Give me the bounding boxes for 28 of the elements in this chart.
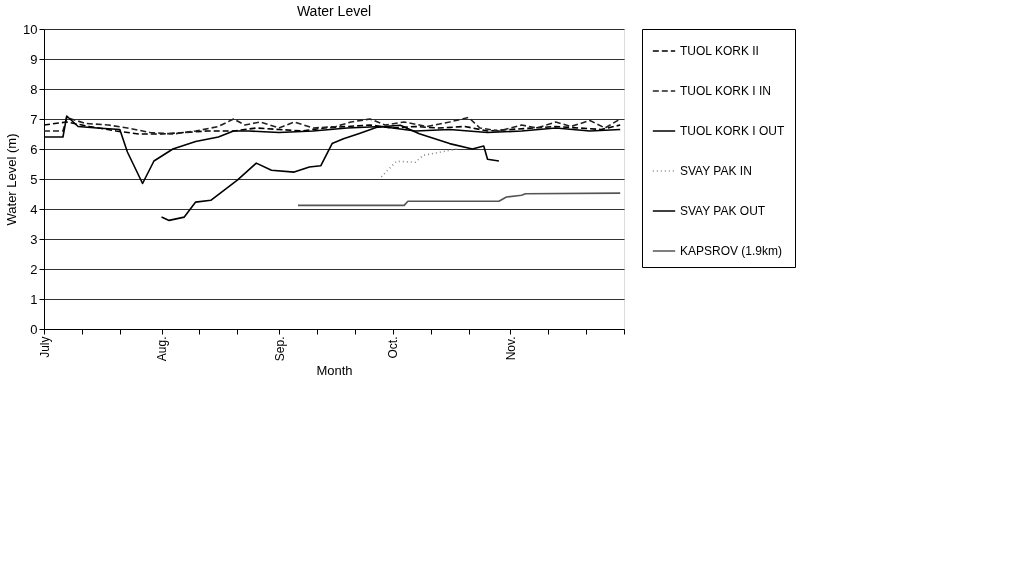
y-tick-label: 7 [30,111,38,127]
x-tick-label: Oct. [386,336,401,359]
y-tick-label: 10 [23,21,38,37]
y-tick-label: 4 [30,201,38,217]
legend-label: TUOL KORK I IN [680,84,771,98]
line-series [43,116,622,135]
legend-label: SVAY PAK IN [680,164,752,178]
y-tick-label: 3 [30,231,38,247]
y-tick-label: 9 [30,51,38,67]
legend-label: SVAY PAK OUT [680,204,766,218]
legend-label: TUOL KORK II [680,44,759,58]
y-tick-label: 1 [30,291,38,307]
x-tick-label: Nov. [503,336,518,361]
y-tick-label: 6 [30,141,38,157]
y-axis-title: Water Level (m) [4,133,20,226]
x-tick-label: Sep. [272,336,287,362]
chart-title: Water Level [296,3,372,19]
y-tick-label: 8 [30,81,38,97]
x-tick-label: July [37,336,52,358]
x-tick-label: Aug. [155,336,170,362]
legend-label: KAPSROV (1.9km) [680,244,783,258]
line-series [380,148,458,178]
legend-label: TUOL KORK I OUT [680,124,785,138]
line-series [297,192,622,207]
y-tick-label: 5 [30,171,38,187]
x-axis-title: Month [316,363,353,379]
y-tick-label: 2 [30,261,38,277]
y-tick-label: 0 [30,321,38,337]
